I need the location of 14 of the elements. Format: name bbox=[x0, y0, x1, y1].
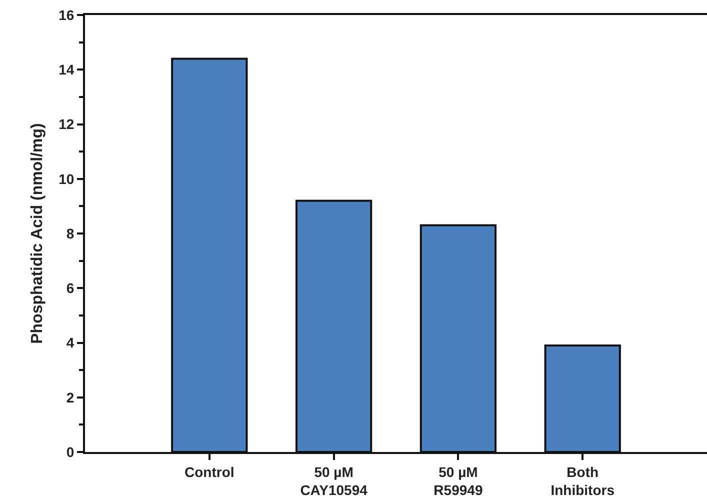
y-tick-label: 10 bbox=[58, 170, 74, 187]
y-tick-label: 16 bbox=[58, 6, 74, 23]
y-tick-label: 12 bbox=[58, 116, 74, 132]
y-tick-label: 14 bbox=[58, 62, 74, 78]
y-tick-label: 4 bbox=[66, 334, 74, 351]
x-tick-label: 50 µM R59949 bbox=[434, 464, 483, 498]
y-tick-label: 2 bbox=[66, 389, 74, 406]
x-tick-label: Both Inhibitors bbox=[550, 464, 615, 498]
y-tick-label: 0 bbox=[66, 444, 74, 460]
y-axis-title: Phosphatidic Acid (nmol/mg) bbox=[29, 123, 46, 344]
y-tick-label: 8 bbox=[66, 225, 74, 242]
y-tick-label: 6 bbox=[66, 280, 74, 296]
x-tick-label: 50 µM CAY10594 bbox=[300, 464, 368, 498]
x-tick-label: Control bbox=[184, 464, 234, 480]
